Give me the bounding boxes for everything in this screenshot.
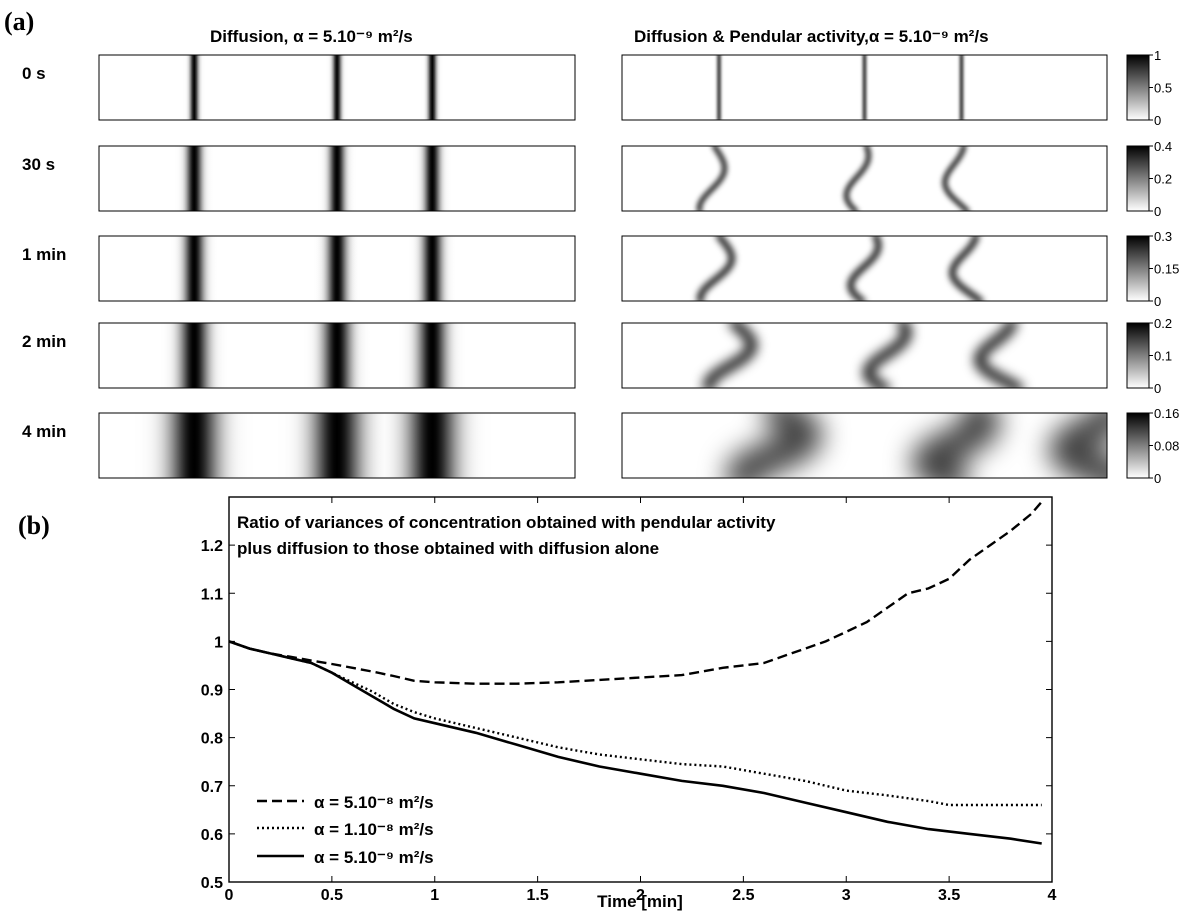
diffusion-field (98, 235, 576, 302)
y-tick-label: 1 (214, 634, 223, 651)
y-tick-label: 0.7 (201, 779, 223, 796)
diffusion-field (98, 54, 576, 121)
panel-a-row: 30 s 0.4 0.2 0 (22, 139, 1172, 219)
diffusion-field (98, 145, 576, 212)
x-axis-label: Time [min] (597, 892, 683, 911)
colorbar-tick-label: 0.08 (1154, 439, 1179, 454)
axis-ticks: 0 0.5 1 1.5 2 2.5 3 3.5 40.50.60.70.80.911.11.2 (201, 497, 1057, 904)
panel-a-label: (a) (4, 7, 34, 36)
panel-a-row: 1 min 0.3 0.15 0 (22, 229, 1179, 309)
colorbar-tick-label: 0.16 (1154, 406, 1179, 421)
colorbar-tick-label: 0.2 (1154, 316, 1172, 331)
y-tick-label: 1.1 (201, 586, 223, 603)
panel-a-row: 0 s10.50 (22, 48, 1172, 128)
colorbar: 0.4 0.2 0 (1126, 139, 1172, 219)
colorbar-tick-label: 0.1 (1154, 349, 1172, 364)
x-tick-label: 0.5 (321, 887, 343, 904)
annotation-line-2: plus diffusion to those obtained with di… (237, 539, 659, 558)
x-tick-label: 3.5 (938, 887, 960, 904)
row-time-label: 1 min (22, 245, 66, 264)
x-tick-label: 4 (1048, 887, 1057, 904)
x-tick-label: 0 (225, 887, 234, 904)
y-tick-label: 0.9 (201, 683, 223, 700)
diffusion-field (98, 412, 576, 479)
legend-label: α = 5.10⁻⁸ m²/s (314, 793, 434, 812)
panel-b-label: (b) (18, 511, 50, 540)
colorbar-tick-label: 0.15 (1154, 262, 1179, 277)
colorbar: 0.16 0.08 0 (1126, 406, 1179, 486)
colorbar-tick-label: 0.2 (1154, 172, 1172, 187)
row-time-label: 4 min (22, 422, 66, 441)
colorbar-tick-label: 0 (1154, 381, 1161, 396)
y-tick-label: 0.6 (201, 827, 223, 844)
x-tick-label: 2 (636, 887, 645, 904)
x-tick-label: 1.5 (527, 887, 549, 904)
colorbar-tick-label: 0.4 (1154, 139, 1172, 154)
x-tick-label: 1 (430, 887, 439, 904)
panel-a-row: 4 min 0.16 0.08 0 (22, 406, 1179, 486)
colorbar-tick-label: 0 (1154, 294, 1161, 309)
pendular-field (621, 235, 1108, 302)
pendular-field (621, 412, 1108, 479)
legend-label: α = 5.10⁻⁹ m²/s (314, 848, 434, 867)
colorbar-tick-label: 0.3 (1154, 229, 1172, 244)
colorbar-tick-label: 0 (1154, 113, 1161, 128)
left-column-title: Diffusion, α = 5.10⁻⁹ m²/s (210, 27, 413, 46)
diffusion-field (98, 322, 576, 389)
colorbar-tick-label: 0 (1154, 471, 1161, 486)
y-tick-label: 0.5 (201, 875, 223, 892)
pendular-field (621, 54, 1108, 121)
colorbar: 0.3 0.15 0 (1126, 229, 1179, 309)
right-column-title: Diffusion & Pendular activity,α = 5.10⁻⁹… (634, 27, 989, 46)
legend: α = 5.10⁻⁸ m²/s α = 1.10⁻⁸ m²/s α = 5.10⁻⁹… (257, 793, 434, 867)
colorbar-tick-label: 1 (1154, 48, 1161, 63)
pendular-field (621, 145, 1108, 212)
colorbar: 0.2 0.1 0 (1126, 316, 1172, 396)
colorbar-tick-label: 0.5 (1154, 81, 1172, 96)
row-time-label: 30 s (22, 155, 55, 174)
y-tick-label: 0.8 (201, 731, 223, 748)
annotation-line-1: Ratio of variances of concentration obta… (237, 513, 776, 532)
row-time-label: 2 min (22, 332, 66, 351)
series-group (228, 501, 1043, 845)
panel-b-chart: 0 0.5 1 1.5 2 2.5 3 3.5 40.50.60.70.80.911.11.2 … (201, 496, 1057, 911)
panel-a-row: 2 min 0.2 0.1 0 (22, 316, 1172, 396)
x-tick-label: 3 (842, 887, 851, 904)
series-line-dotted (228, 640, 1042, 807)
pendular-field (621, 322, 1108, 389)
series-line-solid (228, 640, 1042, 845)
colorbar-tick-label: 0 (1154, 204, 1161, 219)
legend-label: α = 1.10⁻⁸ m²/s (314, 820, 434, 839)
colorbar: 10.50 (1126, 48, 1172, 128)
x-tick-label: 2.5 (732, 887, 754, 904)
row-time-label: 0 s (22, 64, 46, 83)
y-tick-label: 1.2 (201, 538, 223, 555)
